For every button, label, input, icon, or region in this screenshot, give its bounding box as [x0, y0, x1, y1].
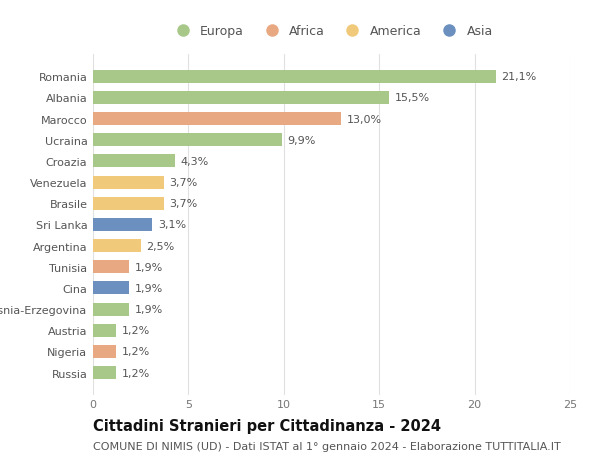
Text: 1,2%: 1,2% — [122, 368, 150, 378]
Text: 1,9%: 1,9% — [135, 283, 163, 293]
Text: 15,5%: 15,5% — [394, 93, 430, 103]
Text: 9,9%: 9,9% — [287, 135, 316, 146]
Bar — [93, 366, 116, 379]
Bar — [93, 282, 129, 295]
Bar — [93, 92, 389, 105]
Text: 13,0%: 13,0% — [347, 114, 382, 124]
Text: Cittadini Stranieri per Cittadinanza - 2024: Cittadini Stranieri per Cittadinanza - 2… — [93, 418, 441, 433]
Text: 3,7%: 3,7% — [169, 199, 197, 209]
Text: 4,3%: 4,3% — [181, 157, 209, 167]
Text: 1,9%: 1,9% — [135, 304, 163, 314]
Text: 1,9%: 1,9% — [135, 262, 163, 272]
Bar — [93, 345, 116, 358]
Text: 2,5%: 2,5% — [146, 241, 175, 251]
Text: 21,1%: 21,1% — [502, 72, 536, 82]
Bar — [93, 134, 282, 147]
Text: 3,1%: 3,1% — [158, 220, 186, 230]
Bar — [93, 218, 152, 231]
Bar — [93, 261, 129, 274]
Bar — [93, 113, 341, 126]
Bar — [93, 176, 164, 189]
Bar — [93, 155, 175, 168]
Text: COMUNE DI NIMIS (UD) - Dati ISTAT al 1° gennaio 2024 - Elaborazione TUTTITALIA.I: COMUNE DI NIMIS (UD) - Dati ISTAT al 1° … — [93, 441, 561, 451]
Bar — [93, 303, 129, 316]
Bar — [93, 197, 164, 210]
Text: 3,7%: 3,7% — [169, 178, 197, 188]
Bar — [93, 240, 140, 252]
Bar — [93, 71, 496, 84]
Bar — [93, 324, 116, 337]
Legend: Europa, Africa, America, Asia: Europa, Africa, America, Asia — [166, 22, 497, 42]
Text: 1,2%: 1,2% — [122, 347, 150, 357]
Text: 1,2%: 1,2% — [122, 325, 150, 336]
